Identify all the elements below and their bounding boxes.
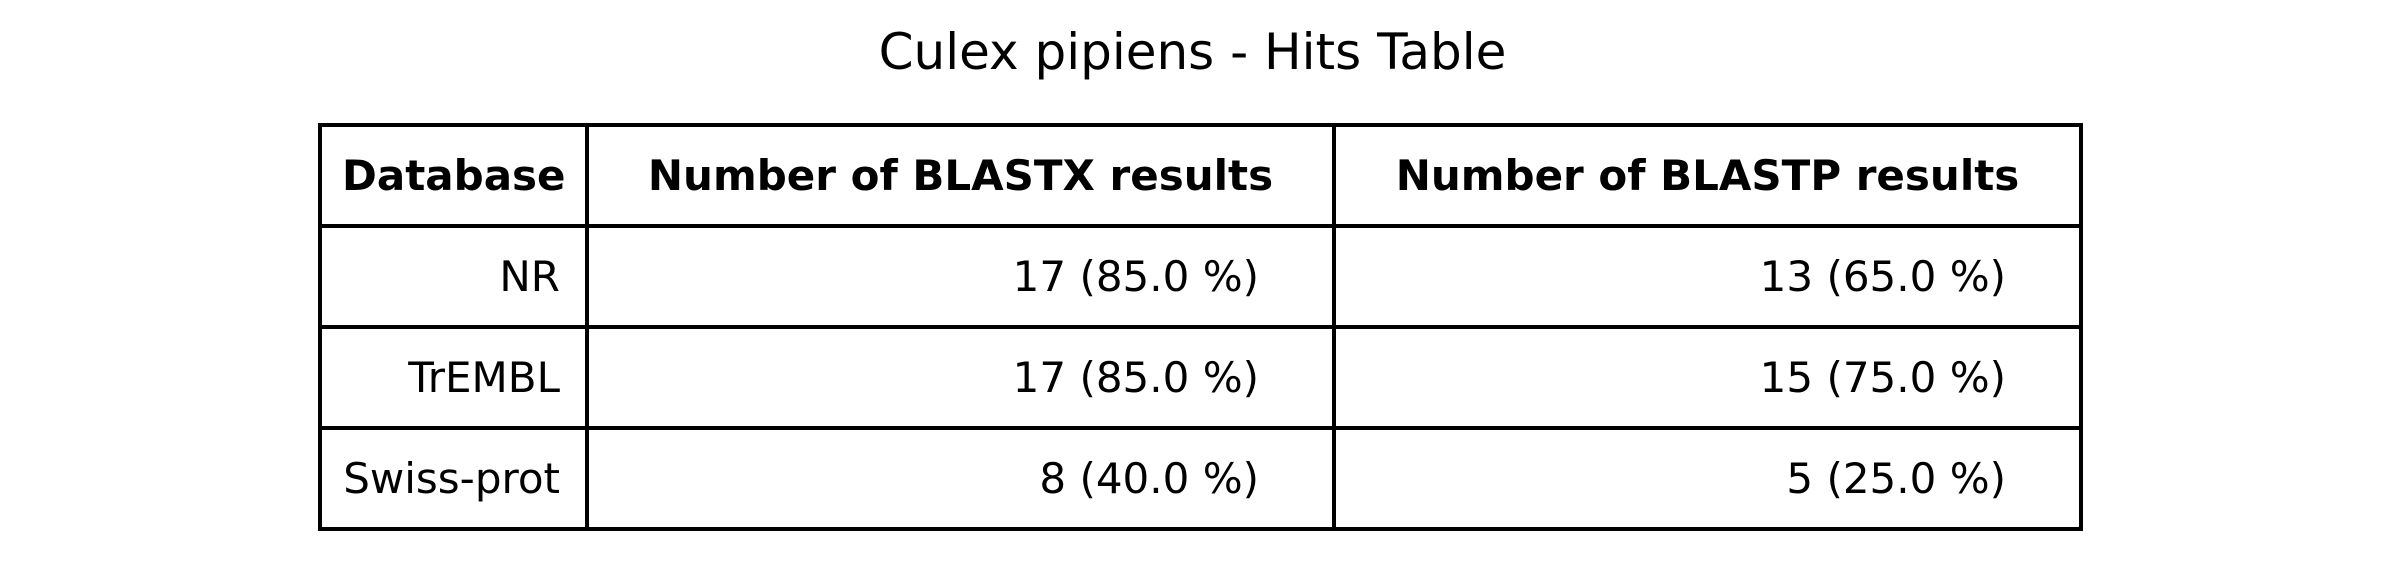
hits-table: Database Number of BLASTX results Number… <box>318 123 2083 531</box>
table-row: Swiss-prot 8 (40.0 %) 5 (25.0 %) <box>318 426 2083 531</box>
cell-database: TrEMBL <box>318 325 589 430</box>
cell-database: Swiss-prot <box>318 426 589 531</box>
cell-blastp: 13 (65.0 %) <box>1332 224 2083 329</box>
cell-blastx: 8 (40.0 %) <box>585 426 1336 531</box>
cell-blastp: 15 (75.0 %) <box>1332 325 2083 430</box>
table-header-row: Database Number of BLASTX results Number… <box>318 123 2083 228</box>
table-row: NR 17 (85.0 %) 13 (65.0 %) <box>318 224 2083 329</box>
cell-blastx: 17 (85.0 %) <box>585 325 1336 430</box>
column-header-blastp: Number of BLASTP results <box>1332 123 2083 228</box>
cell-blastp: 5 (25.0 %) <box>1332 426 2083 531</box>
cell-blastx: 17 (85.0 %) <box>585 224 1336 329</box>
table-row: TrEMBL 17 (85.0 %) 15 (75.0 %) <box>318 325 2083 430</box>
chart-title: Culex pipiens - Hits Table <box>878 23 1507 81</box>
cell-database: NR <box>318 224 589 329</box>
column-header-blastx: Number of BLASTX results <box>585 123 1336 228</box>
column-header-database: Database <box>318 123 589 228</box>
